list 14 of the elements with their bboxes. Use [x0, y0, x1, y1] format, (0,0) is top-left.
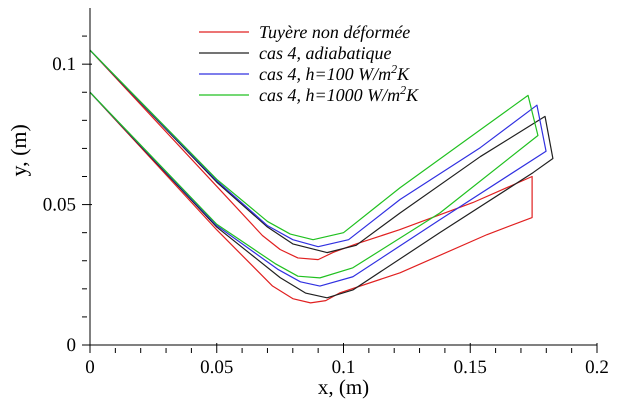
legend-label: cas 4, h=100 W/m$^{2}$K — [259, 62, 410, 84]
y-tick-label: 0.1 — [52, 54, 76, 76]
x-axis-title: x, (m) — [318, 375, 370, 399]
legend-label: cas 4, adiabatique — [259, 43, 392, 63]
y-axis-title: y, (m) — [6, 124, 31, 176]
x-tick-label: 0.05 — [200, 357, 234, 378]
y-tick-label: 0.05 — [42, 194, 76, 216]
x-tick-label: 0.1 — [332, 357, 356, 378]
legend-label: cas 4, h=1000 W/m$^{2}$K — [259, 83, 420, 105]
legend-label: Tuyère non déformée — [259, 22, 410, 42]
x-tick-label: 0 — [85, 357, 95, 378]
x-tick-label: 0.2 — [585, 357, 609, 378]
y-tick-label: 0 — [66, 335, 76, 356]
x-tick-label: 0.15 — [454, 357, 487, 378]
